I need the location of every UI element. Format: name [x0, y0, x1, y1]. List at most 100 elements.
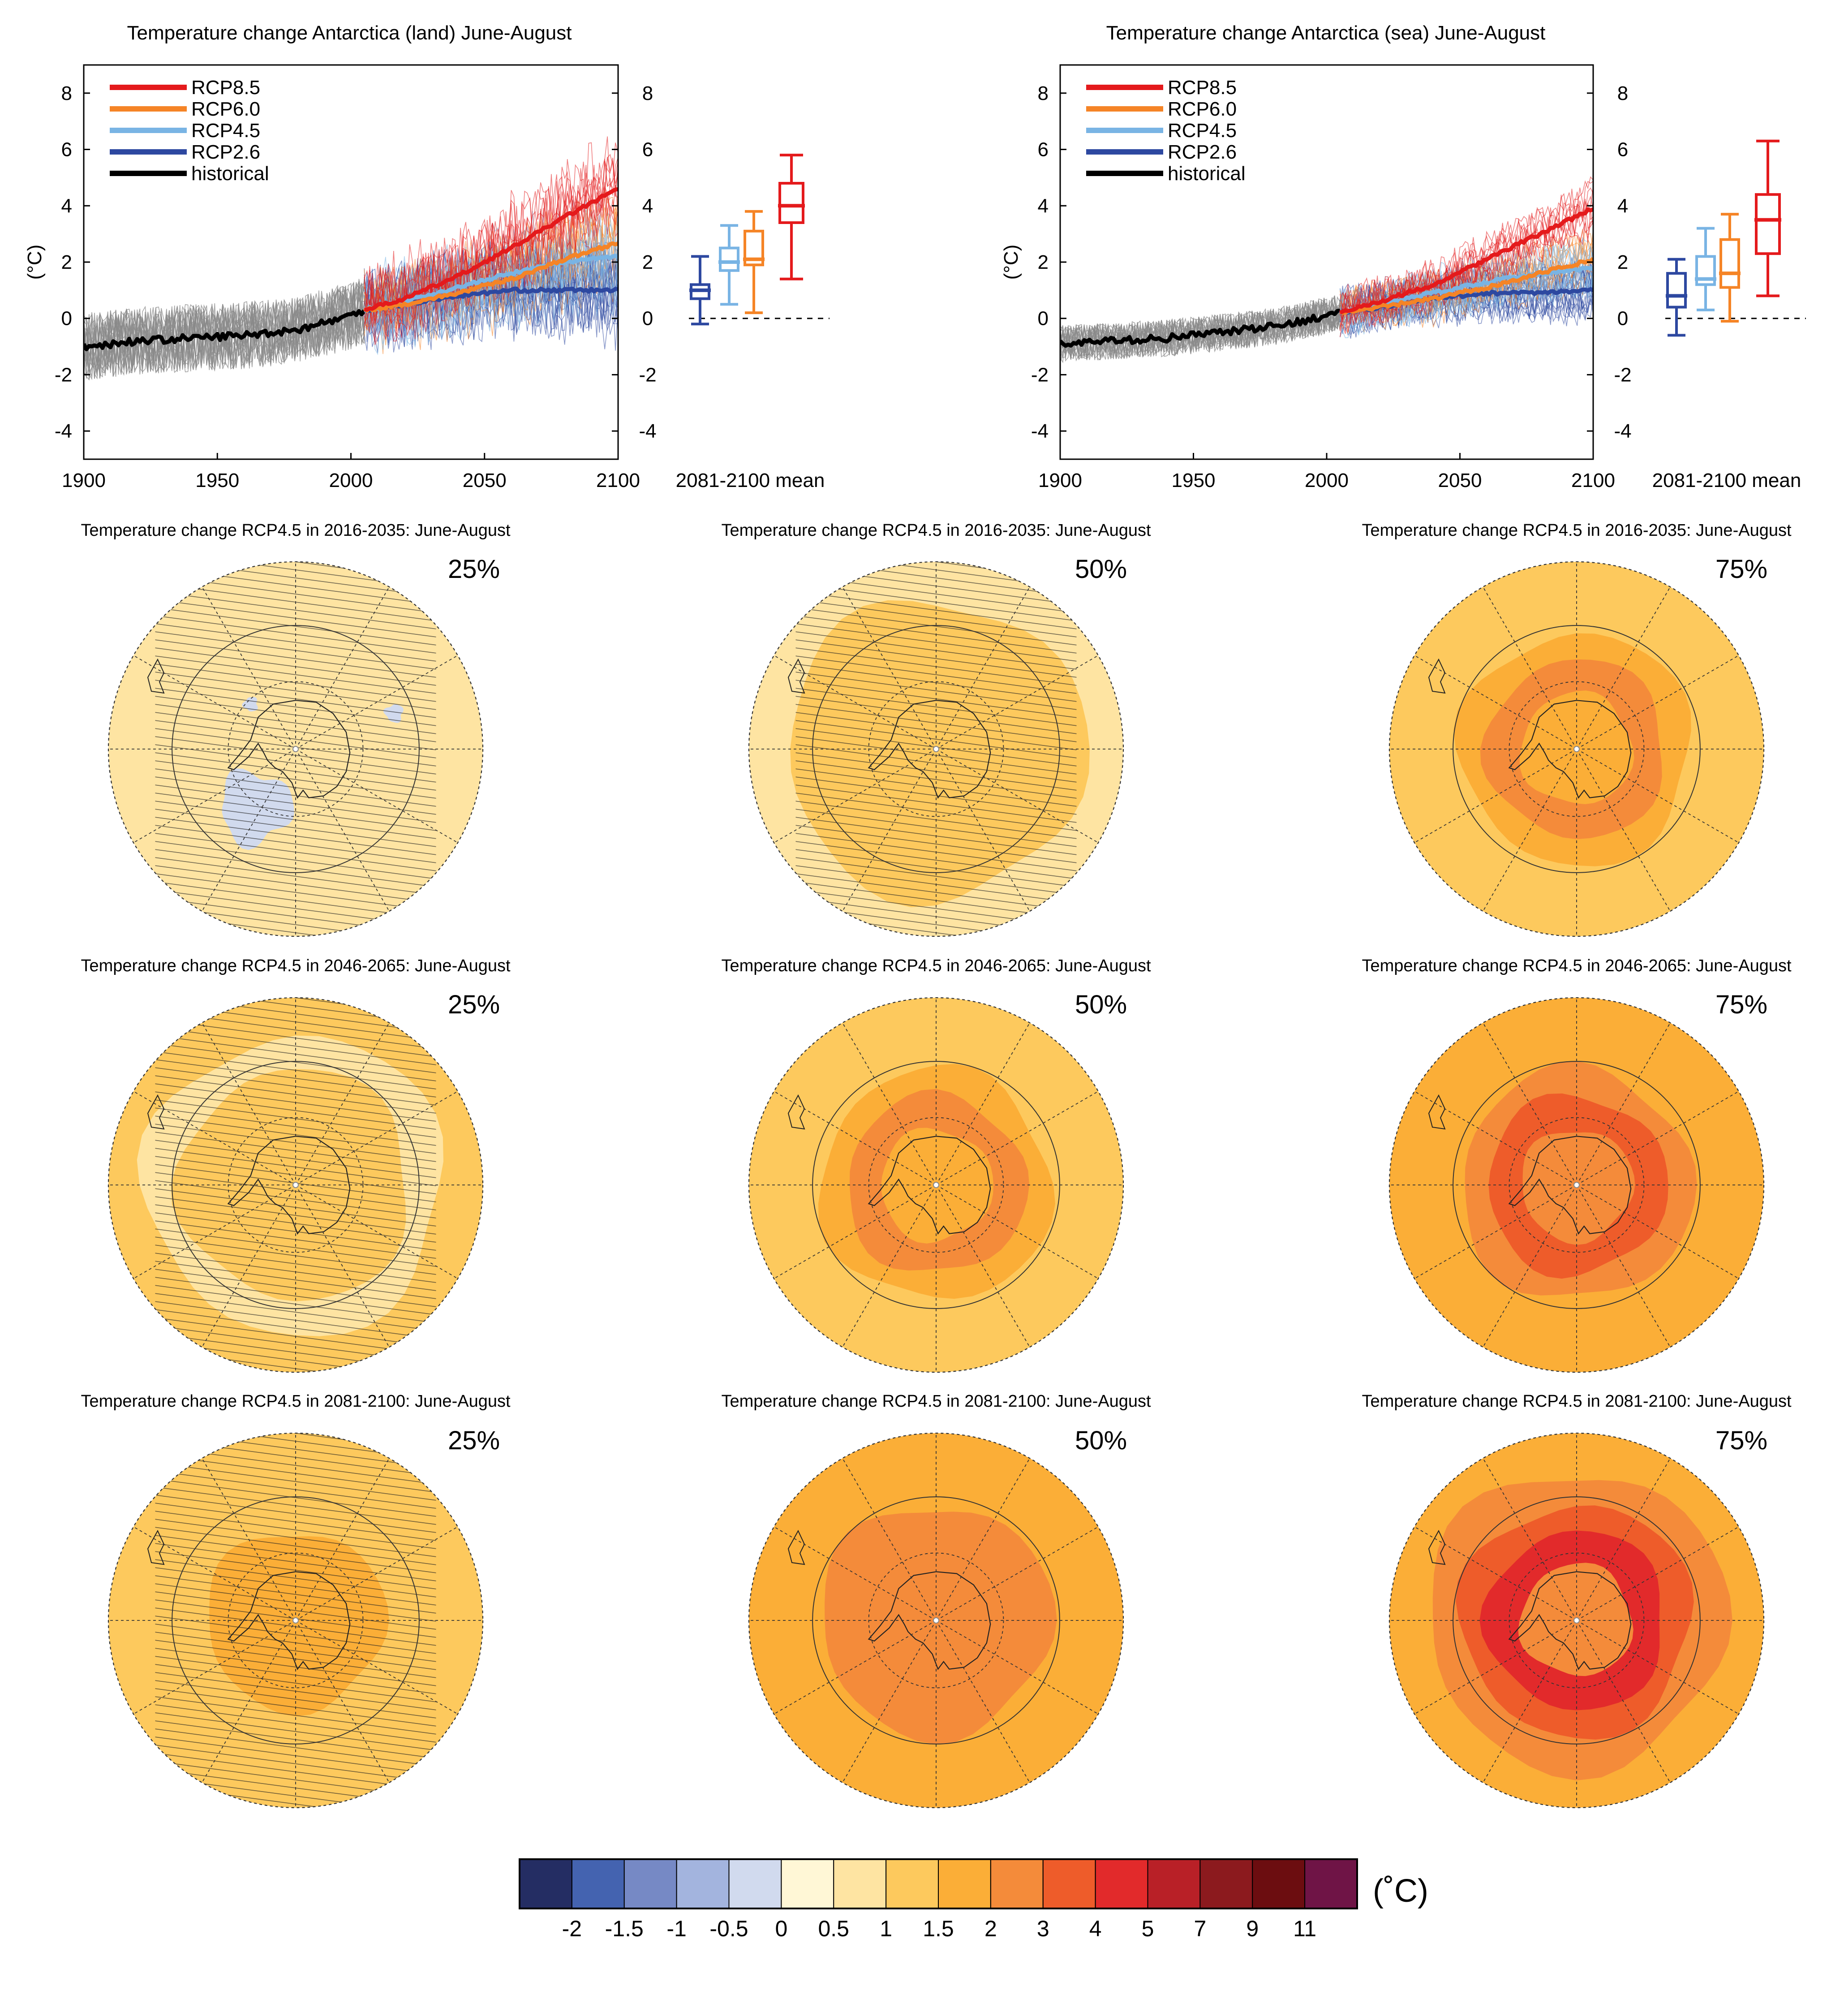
x-tick-label: 2000	[1305, 470, 1349, 491]
hatch-line	[155, 1180, 436, 1219]
longitude-line	[295, 586, 390, 750]
hatch-line	[155, 1245, 436, 1283]
hatch-line	[155, 1277, 436, 1315]
longitude-line	[936, 1620, 1030, 1783]
hatch-line	[155, 1212, 436, 1251]
longitude-line	[133, 1526, 296, 1621]
colorbar-swatch	[623, 1859, 677, 1909]
longitude-line	[202, 1458, 296, 1621]
hatch-line	[155, 1575, 436, 1614]
legend-label: RCP4.5	[1168, 120, 1237, 142]
polar-map	[1388, 1432, 1765, 1809]
latitude-circle	[1453, 1496, 1701, 1745]
polar-map	[1388, 997, 1765, 1373]
x-tick-label: 2050	[463, 470, 507, 491]
antarctica-coastline	[1508, 1136, 1632, 1235]
longitude-line	[1483, 586, 1577, 750]
south-america-coastline	[147, 1529, 165, 1565]
latitude-circle	[172, 1061, 420, 1309]
hatch-line	[155, 793, 436, 831]
map-border	[748, 1432, 1124, 1809]
latitude-circle	[228, 1117, 364, 1253]
map-title: Temperature change RCP4.5 in 2081-2100: …	[721, 1392, 1151, 1411]
longitude-line	[202, 1022, 296, 1185]
hatch-line	[155, 760, 436, 799]
hatch-line	[155, 1745, 436, 1783]
map-title: Temperature change RCP4.5 in 2081-2100: …	[1362, 1392, 1791, 1411]
antarctica-coastline	[227, 1136, 351, 1235]
hatch-line	[155, 776, 436, 815]
longitude-line	[1576, 1620, 1739, 1714]
y-tick-label: 0	[642, 308, 653, 330]
hatch-line	[155, 1664, 436, 1702]
hatch-line	[155, 1559, 436, 1598]
longitude-line	[936, 1022, 1030, 1185]
map-border	[748, 997, 1124, 1373]
latitude-circle	[228, 681, 364, 817]
latitude-circle	[868, 681, 1004, 817]
hatch-line	[155, 1478, 436, 1517]
south-america-coastline	[1428, 1529, 1446, 1565]
hatch-line	[155, 1712, 436, 1751]
colorbar-swatch	[1199, 1859, 1253, 1909]
y-tick-label: -2	[639, 364, 656, 386]
longitude-line	[936, 1185, 1030, 1348]
longitude-line	[842, 749, 937, 912]
colorbar-tick-label: 7	[1194, 1916, 1206, 1941]
plot-area	[84, 136, 618, 381]
legend-label: RCP4.5	[191, 120, 260, 142]
longitude-line	[295, 1091, 458, 1185]
longitude-line	[1483, 1458, 1577, 1621]
longitude-line	[1483, 749, 1577, 912]
series-mean-line	[1339, 207, 1593, 315]
legend-label: RCP8.5	[1168, 77, 1237, 99]
south-pole-marker	[933, 1617, 939, 1624]
polar-map	[748, 997, 1124, 1373]
longitude-line	[1576, 1022, 1671, 1185]
box-panel-label: 2081-2100 mean	[1652, 470, 1801, 491]
percentile-label: 25%	[448, 1426, 500, 1455]
antarctica-coastline	[1508, 1571, 1632, 1670]
temperature-field	[876, 693, 990, 806]
longitude-line	[774, 749, 937, 843]
legend-label: RCP6.0	[191, 98, 260, 120]
colorbar-tick-label: 3	[1037, 1916, 1049, 1941]
y-tick-label: 2	[1617, 251, 1628, 273]
polar-map	[748, 561, 1124, 937]
colorbar-swatch	[938, 1859, 991, 1909]
south-america-coastline	[787, 658, 805, 694]
colorbar-tick-label: 9	[1246, 1916, 1259, 1941]
hatch-line	[795, 607, 1077, 646]
longitude-line	[774, 1091, 937, 1185]
hatch-line	[155, 873, 436, 912]
hatch-line	[155, 655, 436, 694]
map-border	[107, 997, 484, 1373]
south-pole-marker	[292, 1617, 299, 1624]
colorbar-tick-label: 5	[1142, 1916, 1154, 1941]
map-title: Temperature change RCP4.5 in 2016-2035: …	[721, 521, 1151, 540]
longitude-line	[1414, 1526, 1577, 1621]
y-tick-label: -4	[639, 420, 656, 442]
percentile-label: 50%	[1075, 555, 1127, 584]
map-row-2016-2035: Temperature change RCP4.5 in 2016-2035: …	[81, 521, 1791, 584]
x-tick-label: 2050	[1438, 470, 1482, 491]
longitude-line	[133, 749, 296, 843]
hatch-line	[155, 1591, 436, 1630]
south-pole-marker	[1573, 746, 1580, 752]
series-mean-line	[1060, 308, 1341, 348]
colorbar-swatch	[571, 1859, 625, 1909]
hatch-line	[795, 809, 1077, 847]
longitude-line	[295, 655, 458, 750]
longitude-line	[936, 749, 1099, 843]
longitude-line	[774, 655, 937, 750]
colorbar-swatch	[1304, 1859, 1358, 1909]
hatch-line	[795, 873, 1077, 912]
antarctica-coastline	[868, 700, 991, 799]
y-tick-label: -4	[1031, 420, 1049, 442]
y-tick-label: 4	[1617, 195, 1628, 217]
longitude-line	[1414, 1091, 1577, 1185]
colorbar-tick-label: 1.5	[923, 1916, 954, 1941]
south-pole-marker	[933, 1182, 939, 1188]
polar-map	[748, 1432, 1124, 1809]
